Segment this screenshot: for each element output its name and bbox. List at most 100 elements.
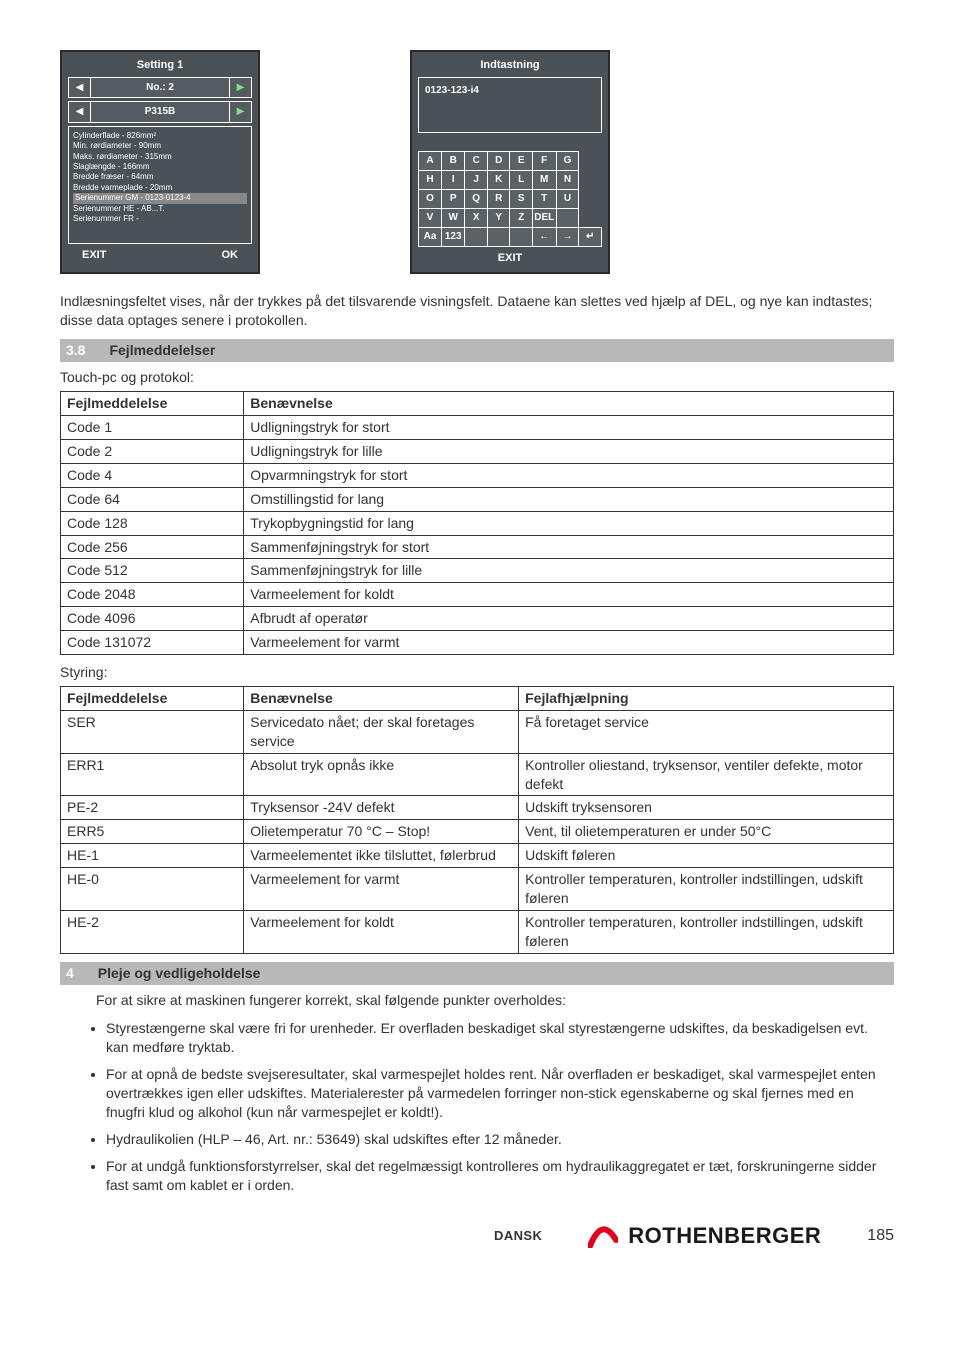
keyboard-key[interactable]: N <box>556 170 579 189</box>
table-cell: Vent, til olietemperaturen er under 50°C <box>519 820 894 844</box>
keyboard-key[interactable]: O <box>419 189 442 208</box>
table-cell: Code 2 <box>61 440 244 464</box>
table-row: Code 2048Varmeelement for koldt <box>61 583 894 607</box>
settings-row-2: ◀ P315B ▶ <box>68 101 252 123</box>
table-cell: Varmeelement for varmt <box>244 868 519 911</box>
table-header: Fejlmeddelelse <box>61 392 244 416</box>
keyboard-title: Indtastning <box>418 58 602 73</box>
exit-button[interactable]: EXIT <box>82 248 106 263</box>
table-cell: Kontroller temperaturen, kontroller inds… <box>519 868 894 911</box>
settings-footer: EXIT OK <box>68 248 252 263</box>
table-cell: Varmeelement for varmt <box>244 631 894 655</box>
keyboard-key[interactable]: D <box>487 151 509 170</box>
table-row: Code 4Opvarmningstryk for stort <box>61 463 894 487</box>
keyboard-key[interactable]: C <box>465 151 488 170</box>
keyboard-key[interactable]: X <box>465 208 488 227</box>
table-cell: Code 4096 <box>61 607 244 631</box>
keyboard-key[interactable]: P <box>442 189 465 208</box>
paragraph-input-field: Indlæsningsfeltet vises, når der trykkes… <box>60 292 894 330</box>
keyboard-key[interactable]: B <box>442 151 465 170</box>
table-cell: ERR5 <box>61 820 244 844</box>
table-cell: Sammenføjningstryk for stort <box>244 535 894 559</box>
table-cell: ERR1 <box>61 753 244 796</box>
keyboard-key[interactable]: W <box>442 208 465 227</box>
keyboard-key[interactable]: Y <box>487 208 509 227</box>
keyboard-key[interactable]: G <box>556 151 579 170</box>
table-cell: Kontroller oliestand, tryksensor, ventil… <box>519 753 894 796</box>
info-lines-b: Serienummer HE - AB...T.Serienummer FR - <box>73 204 247 225</box>
table-header: Fejlafhjælpning <box>519 686 894 710</box>
keyboard-key[interactable]: T <box>532 189 556 208</box>
table-cell: Varmeelement for koldt <box>244 583 894 607</box>
keyboard-key[interactable]: DEL <box>532 208 556 227</box>
keyboard-key[interactable]: H <box>419 170 442 189</box>
keyboard-key[interactable]: E <box>510 151 532 170</box>
table-header: Benævnelse <box>244 686 519 710</box>
error-codes-table: FejlmeddelelseBenævnelseCode 1Udlignings… <box>60 391 894 655</box>
keyboard-key[interactable]: F <box>532 151 556 170</box>
keyboard-key[interactable]: S <box>510 189 532 208</box>
table-row: Code 64Omstillingstid for lang <box>61 487 894 511</box>
keyboard-key[interactable]: U <box>556 189 579 208</box>
section-4-title: Pleje og vedligeholdelse <box>98 964 261 983</box>
table-cell: Afbrudt af operatør <box>244 607 894 631</box>
settings-row2-value: P315B <box>91 102 229 122</box>
table-row: Code 131072Varmeelement for varmt <box>61 631 894 655</box>
settings-title: Setting 1 <box>68 58 252 73</box>
info-line: Serienummer FR - <box>73 214 247 224</box>
table-row: Code 128Trykopbygningstid for lang <box>61 511 894 535</box>
keyboard-key[interactable]: V <box>419 208 442 227</box>
keyboard-key[interactable]: ← <box>532 227 556 246</box>
info-line: Bredde fræser - 64mm <box>73 172 247 182</box>
keyboard-key[interactable]: I <box>442 170 465 189</box>
keyboard-key[interactable]: J <box>465 170 488 189</box>
keyboard-key[interactable]: → <box>556 227 579 246</box>
table-cell: Tryksensor -24V defekt <box>244 796 519 820</box>
keyboard-key[interactable]: L <box>510 170 532 189</box>
keyboard-key[interactable]: Aa <box>419 227 442 246</box>
table-cell: Varmeelement for koldt <box>244 910 519 953</box>
keyboard-key[interactable]: 123 <box>442 227 465 246</box>
keyboard-key[interactable] <box>465 227 488 246</box>
table-cell: Udligningstryk for lille <box>244 440 894 464</box>
styring-label: Styring: <box>60 663 894 682</box>
info-line: Bredde varmeplade - 20mm <box>73 183 247 193</box>
keyboard-screen: Indtastning 0123-123-i4 ABCDEFG HIJKLMN OP… <box>410 50 610 274</box>
table-row: ERR5Olietemperatur 70 °C – Stop!Vent, ti… <box>61 820 894 844</box>
brand-name: ROTHENBERGER <box>628 1221 821 1251</box>
keyboard-key[interactable] <box>487 227 509 246</box>
keyboard-key[interactable]: ↵ <box>579 227 602 246</box>
keyboard-key[interactable] <box>556 208 579 227</box>
info-line: Slaglængde - 166mm <box>73 162 247 172</box>
keyboard-key[interactable]: A <box>419 151 442 170</box>
arrow-right-icon[interactable]: ▶ <box>229 78 251 98</box>
section-4-number: 4 <box>66 964 74 983</box>
table-cell: Kontroller temperaturen, kontroller inds… <box>519 910 894 953</box>
table-cell: Opvarmningstryk for stort <box>244 463 894 487</box>
arrow-right-icon[interactable]: ▶ <box>229 102 251 122</box>
table-cell: Code 256 <box>61 535 244 559</box>
page-number: 185 <box>867 1225 894 1247</box>
settings-row1-value: No.: 2 <box>91 78 229 98</box>
table-cell: SER <box>61 710 244 753</box>
table-row: Code 256Sammenføjningstryk for stort <box>61 535 894 559</box>
arrow-left-icon[interactable]: ◀ <box>69 102 91 122</box>
keyboard-key[interactable]: Q <box>465 189 488 208</box>
keyboard-key[interactable]: R <box>487 189 509 208</box>
keyboard-key[interactable]: M <box>532 170 556 189</box>
ok-button[interactable]: OK <box>222 248 239 263</box>
keyboard-exit[interactable]: EXIT <box>418 251 602 266</box>
table-cell: Code 512 <box>61 559 244 583</box>
table-row: Code 1Udligningstryk for stort <box>61 416 894 440</box>
table-cell: Udskift tryksensoren <box>519 796 894 820</box>
keyboard-key[interactable]: K <box>487 170 509 189</box>
settings-info-box: Cylinderflade - 826mm²Min. rørdiameter -… <box>68 126 252 244</box>
arrow-left-icon[interactable]: ◀ <box>69 78 91 98</box>
table-cell: HE-1 <box>61 844 244 868</box>
keyboard-input[interactable]: 0123-123-i4 <box>418 77 602 133</box>
list-item: For at opnå de bedste svejseresultater, … <box>106 1065 894 1122</box>
table-cell: Code 1 <box>61 416 244 440</box>
keyboard-key[interactable]: Z <box>510 208 532 227</box>
keyboard-key[interactable] <box>510 227 532 246</box>
table-cell: Code 2048 <box>61 583 244 607</box>
